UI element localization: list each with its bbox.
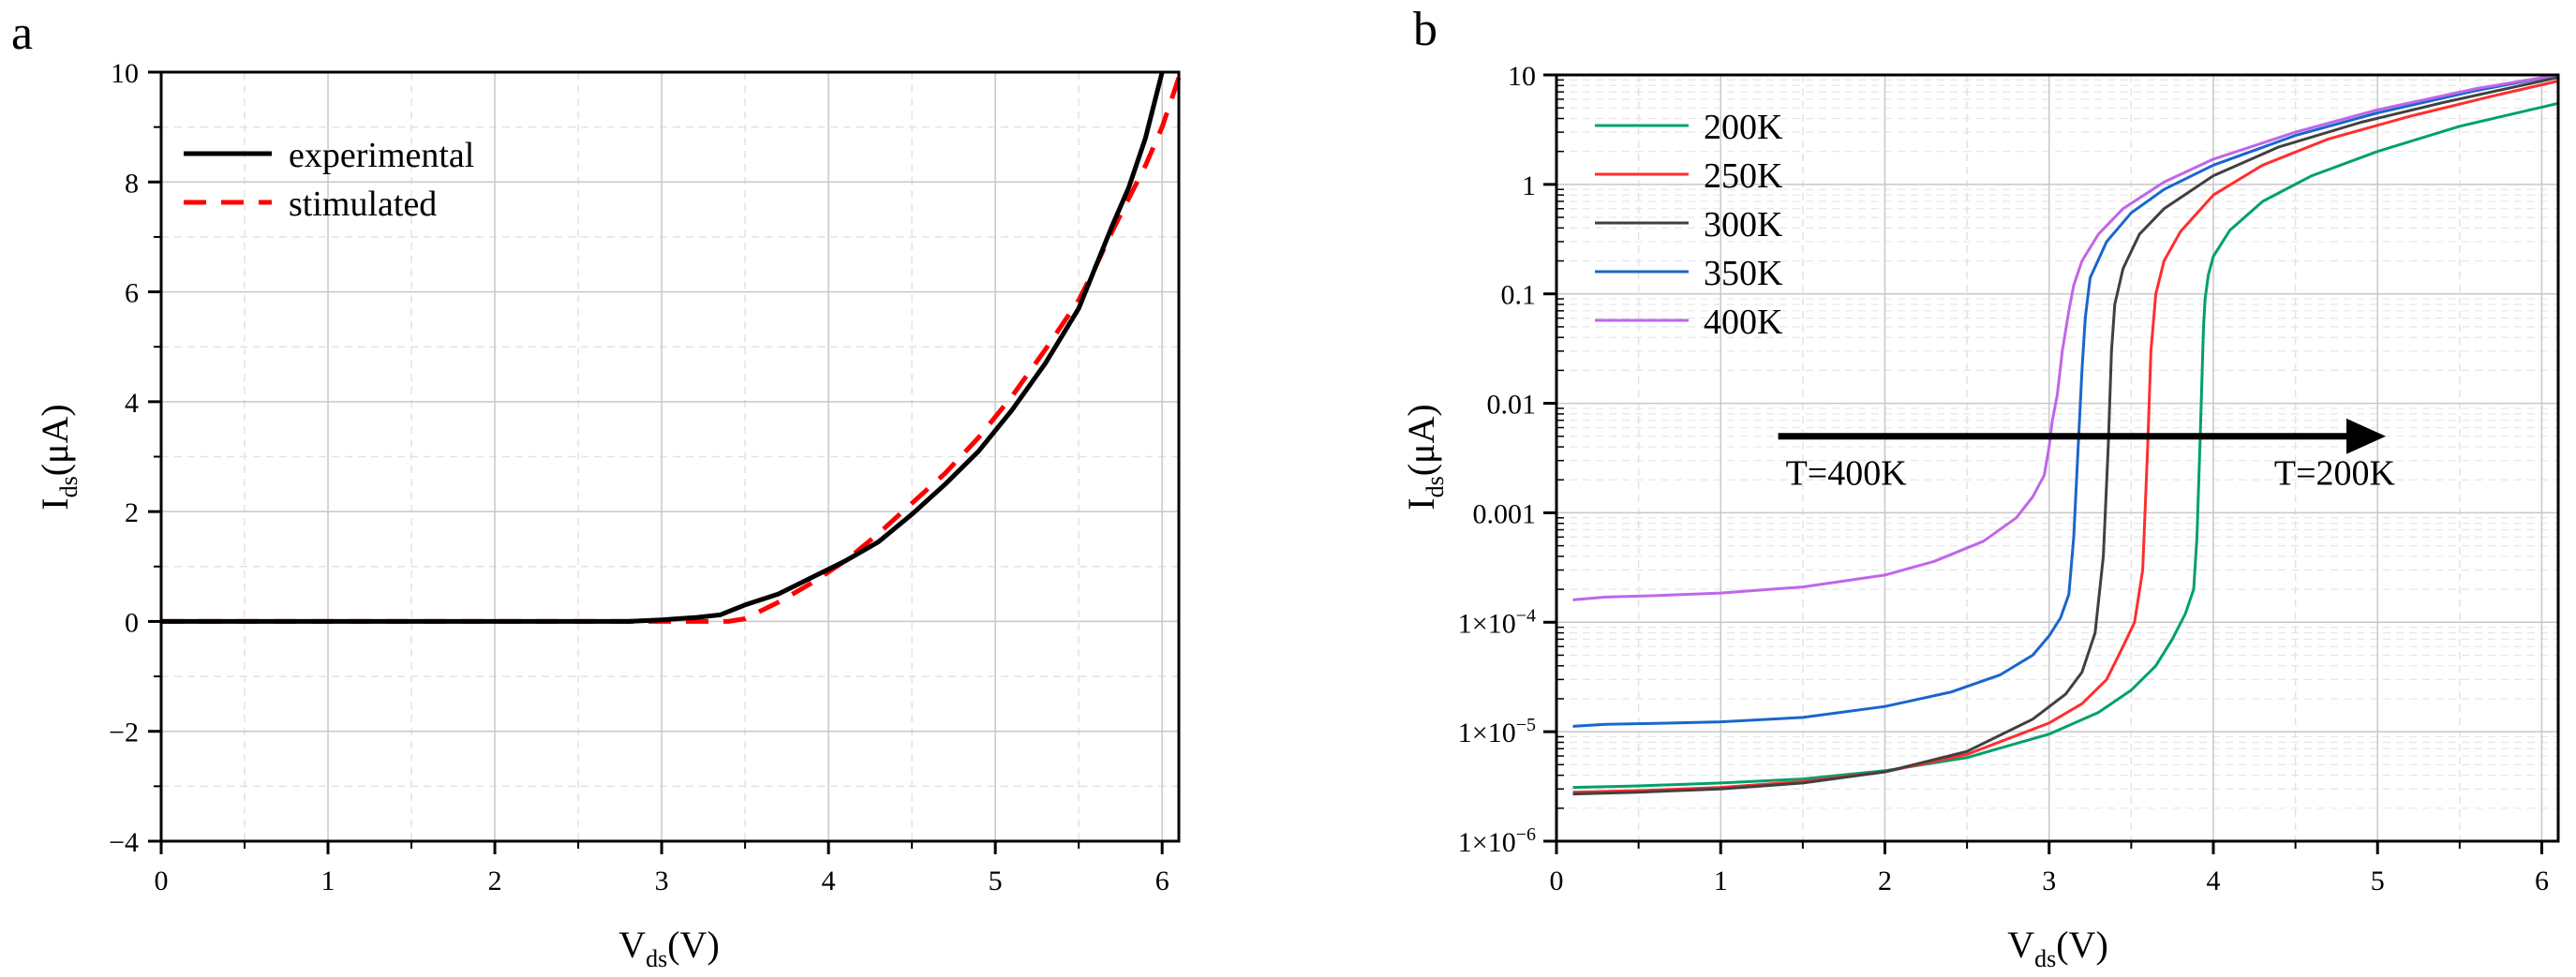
x-tick-label: 4 [822,866,836,896]
temperature-arrow-head [2345,418,2386,454]
series-line-350K [1572,73,2559,728]
y-tick-label: 0.1 [1501,280,1537,311]
panel-a-y-axis-title: Ids(μA) [34,404,82,510]
x-tick-label: 6 [1155,866,1169,896]
panel-b-letter: b [1413,3,1437,56]
x-tick-label: 0 [1550,866,1564,896]
y-tick-label: 4 [125,388,139,419]
x-tick-label: 4 [2206,866,2220,896]
y-tick-label: 6 [125,278,139,309]
panel-b-y-axis-title: Ids(μA) [1400,404,1449,510]
x-tick-label: 2 [488,866,502,896]
legend-label-250K: 250K [1704,156,1783,196]
panel-b-legend: 200K 250K 300K 350K 400K [1595,108,1783,342]
y-tick-label: 0.01 [1487,390,1537,421]
x-tick-label: 5 [989,866,1003,896]
panel-b-series [1572,73,2559,796]
y-tick-label: 0 [125,607,139,638]
panel-b-plot-frame [1555,73,2560,843]
series-line-experimental [161,71,1165,624]
x-tick-label: 5 [2371,866,2385,896]
x-tick-label: 3 [655,866,669,896]
panel-b-annotation: T=400K T=200K [1778,418,2396,494]
legend-label-400K: 400K [1704,303,1783,342]
series-line-400K [1572,73,2559,601]
panel-a: a 0 1 2 3 4 5 6 −4 −2 0 2 4 6 8 10 experimental stimul… [11,7,1182,972]
x-tick-label: 2 [1878,866,1892,896]
annotation-t400k: T=400K [1786,454,1908,494]
panel-b: b 0 1 2 3 4 5 6 1×10−6 1×10−5 1×10−4 0.001 0.01 0.1 1… [1400,3,2560,972]
legend-label-300K: 300K [1704,205,1783,244]
x-tick-label: 6 [2535,866,2549,896]
y-tick-label: −2 [109,718,139,748]
legend-label-200K: 200K [1704,108,1783,147]
panel-b-ticks: 0 1 2 3 4 5 6 1×10−6 1×10−5 1×10−4 0.001 0.01 0.1 1 10 [1458,61,2549,896]
x-tick-label: 0 [155,866,169,896]
series-line-300K [1572,76,2559,796]
panel-a-letter: a [11,7,33,60]
y-tick-label: 1×10−6 [1458,824,1536,858]
legend-label-350K: 350K [1704,254,1783,293]
legend-label-experimental: experimental [289,136,474,175]
y-tick-label: −4 [109,827,139,858]
panel-b-grid [1556,74,2558,842]
panel-a-ticks: 0 1 2 3 4 5 6 −4 −2 0 2 4 6 8 10 [109,58,1169,896]
y-tick-label: 1 [1522,170,1536,201]
y-tick-label: 10 [111,58,139,89]
y-tick-label: 10 [1508,61,1536,92]
y-tick-label: 8 [125,168,139,199]
y-tick-label: 2 [125,497,139,528]
panel-b-x-axis-title: Vds(V) [2007,924,2108,972]
panel-a-series [161,71,1182,624]
x-tick-label: 3 [2042,866,2056,896]
annotation-t200k: T=200K [2274,454,2396,494]
y-tick-label: 1×10−5 [1458,715,1536,748]
panel-a-legend: experimental stimulated [184,136,474,224]
y-tick-label: 0.001 [1473,498,1537,529]
x-tick-label: 1 [1714,866,1728,896]
x-tick-label: 1 [321,866,335,896]
y-tick-label: 1×10−4 [1458,605,1536,639]
panel-a-x-axis-title: Vds(V) [618,924,720,972]
legend-label-stimulated: stimulated [289,185,437,224]
